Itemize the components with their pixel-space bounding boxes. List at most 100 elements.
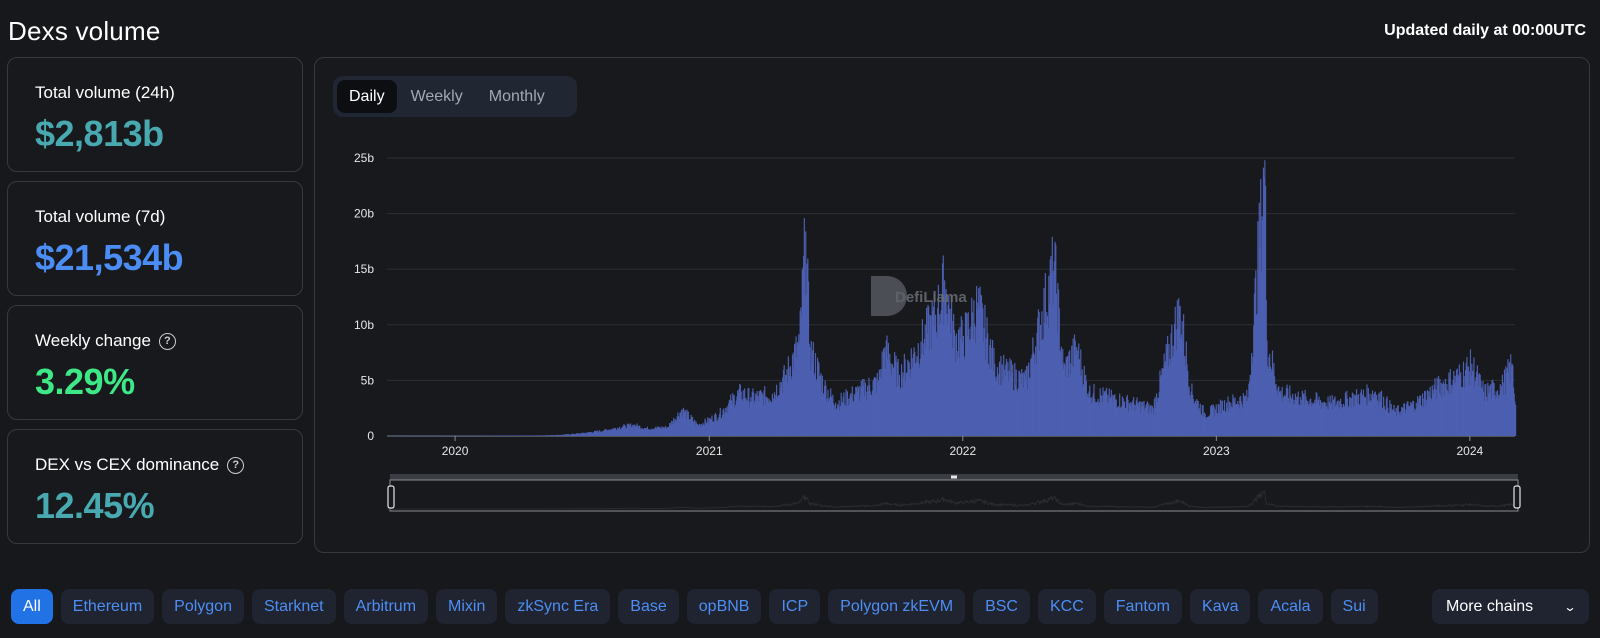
help-icon[interactable]: ? — [227, 456, 245, 474]
bar — [815, 379, 817, 436]
bar — [1104, 392, 1106, 436]
bar — [923, 338, 926, 436]
chain-chip[interactable]: zkSync Era — [505, 589, 611, 624]
bar — [1308, 406, 1310, 436]
bar — [1070, 363, 1072, 436]
bar — [1086, 396, 1088, 436]
bar — [976, 285, 978, 436]
bar — [1474, 381, 1476, 436]
bar — [1285, 387, 1287, 436]
bar — [1362, 389, 1365, 436]
bar — [1196, 399, 1198, 436]
bar — [1470, 376, 1472, 436]
chain-chip[interactable]: BSC — [973, 589, 1030, 624]
chain-chip[interactable]: Fantom — [1103, 589, 1183, 624]
bar — [969, 339, 971, 436]
bar — [1153, 413, 1155, 436]
chain-chip[interactable]: opBNB — [686, 589, 762, 624]
chain-chip[interactable]: Base — [618, 589, 679, 624]
bar — [695, 421, 697, 436]
x-tick-label: 2020 — [442, 444, 469, 458]
bar — [812, 350, 814, 436]
bar — [898, 374, 901, 436]
bar — [1332, 409, 1334, 436]
chain-chip[interactable]: Starknet — [251, 589, 336, 624]
bar — [1325, 402, 1327, 436]
bar — [895, 355, 897, 436]
bar — [1232, 394, 1234, 436]
chain-chip[interactable]: Acala — [1258, 589, 1323, 624]
bar — [1011, 372, 1013, 436]
defillama-logo-icon — [871, 276, 907, 316]
bar — [993, 348, 995, 436]
bar — [660, 428, 662, 436]
bar — [941, 263, 944, 436]
help-icon[interactable]: ? — [158, 332, 176, 350]
bar — [533, 435, 535, 436]
bar — [1075, 355, 1077, 436]
bar — [838, 400, 840, 436]
bar — [899, 387, 901, 436]
chain-chip[interactable]: Polygon — [162, 589, 244, 624]
bar — [1018, 370, 1020, 436]
bar — [1201, 405, 1203, 436]
bar — [1475, 377, 1477, 436]
bar — [1121, 396, 1124, 436]
chain-chip[interactable]: Ethereum — [60, 589, 155, 624]
bar — [1493, 383, 1495, 436]
stat-label-text: Weekly change — [35, 331, 151, 350]
bar — [1340, 404, 1342, 436]
bar — [1111, 401, 1113, 436]
bar — [1124, 408, 1126, 436]
bar — [577, 433, 579, 436]
chain-chip[interactable]: Mixin — [436, 589, 498, 624]
bar — [711, 415, 713, 436]
bar — [1123, 401, 1125, 436]
chain-chip[interactable]: ICP — [769, 589, 821, 624]
tab-weekly[interactable]: Weekly — [410, 87, 463, 105]
bar — [1123, 401, 1126, 436]
bar — [951, 294, 953, 436]
bar — [556, 434, 558, 436]
bar — [547, 435, 549, 436]
bar — [1418, 398, 1420, 436]
bar — [1080, 349, 1082, 436]
bar — [511, 435, 513, 436]
more-chains-button[interactable]: More chains ⌄ — [1432, 589, 1589, 624]
bar — [1213, 407, 1215, 436]
bar — [687, 412, 689, 436]
bar — [708, 418, 710, 436]
bar — [810, 341, 812, 436]
chain-chip[interactable]: Polygon zkEVM — [828, 589, 966, 624]
bar — [1003, 369, 1005, 436]
bar — [1244, 396, 1246, 436]
bar — [855, 386, 857, 436]
bar — [1262, 167, 1265, 436]
bar — [1408, 406, 1410, 436]
chain-chip[interactable]: KCC — [1037, 589, 1096, 624]
tab-monthly[interactable]: Monthly — [488, 87, 545, 105]
bar — [1369, 400, 1372, 436]
bar — [999, 385, 1001, 436]
bar — [1471, 363, 1473, 436]
bar — [1476, 365, 1478, 436]
bar — [1012, 364, 1014, 436]
bar — [1435, 398, 1438, 436]
chain-chip[interactable]: Kava — [1190, 589, 1251, 624]
bar — [1378, 402, 1381, 436]
bar — [684, 410, 687, 436]
y-tick-label: 25b — [354, 151, 374, 165]
chain-chip[interactable]: Sui — [1330, 589, 1378, 624]
bar — [1286, 384, 1288, 436]
tab-daily[interactable]: Daily — [337, 80, 397, 113]
bar — [1358, 394, 1360, 436]
bar — [1274, 384, 1276, 436]
bar — [587, 432, 589, 436]
bar — [1212, 407, 1214, 436]
chain-chip[interactable]: Arbitrum — [343, 589, 429, 624]
bar — [1005, 358, 1008, 436]
chain-chip[interactable]: All — [11, 589, 53, 624]
bar — [1096, 402, 1098, 436]
bar — [1430, 398, 1432, 436]
bar — [980, 295, 983, 436]
